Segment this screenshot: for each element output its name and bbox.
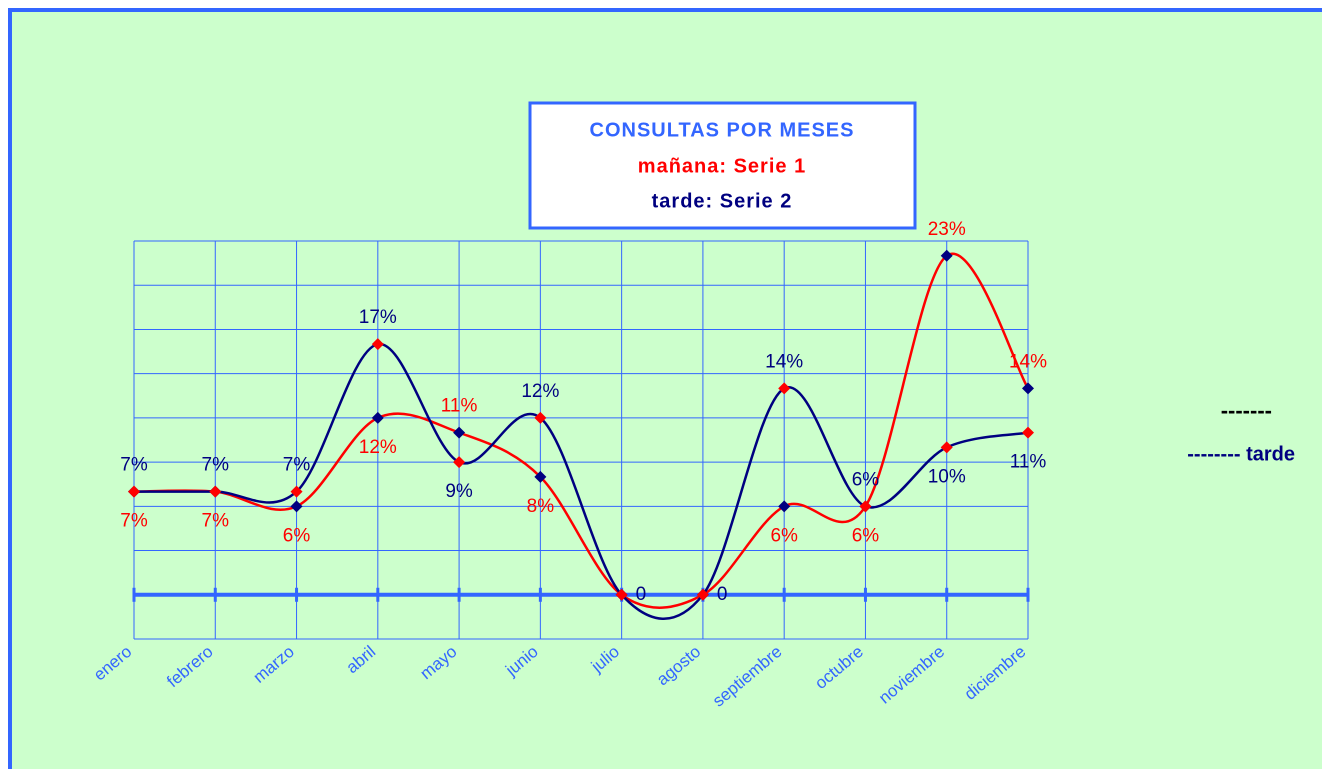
data-point xyxy=(534,411,547,424)
data-point xyxy=(940,441,953,454)
data-label: 7% xyxy=(202,511,230,532)
data-point xyxy=(859,500,872,513)
annotation: ------- xyxy=(1221,398,1272,423)
data-label: 11% xyxy=(1010,452,1047,473)
data-label: 0 xyxy=(636,584,647,605)
data-label: 11% xyxy=(441,396,478,417)
data-label: 7% xyxy=(120,511,148,532)
data-label: 10% xyxy=(928,466,966,487)
data-point xyxy=(778,500,791,513)
data-label: 23% xyxy=(928,219,966,240)
data-label: 7% xyxy=(283,455,311,476)
data-label: 6% xyxy=(852,469,880,490)
data-point xyxy=(1022,382,1034,395)
legend-entry: mañana: Serie 1 xyxy=(638,155,806,177)
data-point xyxy=(371,338,384,351)
data-point xyxy=(453,456,466,469)
data-label: 14% xyxy=(1009,351,1047,372)
data-label: 7% xyxy=(120,455,148,476)
title-box xyxy=(528,101,917,230)
data-label: 8% xyxy=(527,496,555,517)
data-label: 6% xyxy=(283,525,311,546)
data-point xyxy=(940,249,953,262)
data-point xyxy=(209,485,222,498)
data-point xyxy=(371,411,384,424)
data-label: 17% xyxy=(359,307,397,328)
annotation: -------- tarde xyxy=(1187,443,1295,465)
data-point xyxy=(128,485,140,498)
data-point xyxy=(778,382,791,395)
data-label: 0 xyxy=(717,584,728,605)
data-point xyxy=(290,500,303,513)
data-label: 12% xyxy=(359,437,397,458)
data-label: 9% xyxy=(445,481,473,502)
data-label: 14% xyxy=(765,351,803,372)
data-label: 6% xyxy=(770,525,798,546)
data-point xyxy=(290,485,303,498)
data-label: 6% xyxy=(852,525,880,546)
chart-title: CONSULTAS POR MESES xyxy=(590,119,855,141)
data-label: 12% xyxy=(521,381,559,402)
legend-entry: tarde: Serie 2 xyxy=(652,190,793,212)
data-label: 7% xyxy=(202,455,230,476)
data-point xyxy=(453,426,466,439)
data-point xyxy=(615,588,628,601)
data-point xyxy=(1022,426,1034,439)
data-point xyxy=(534,470,547,483)
data-point xyxy=(696,588,709,601)
